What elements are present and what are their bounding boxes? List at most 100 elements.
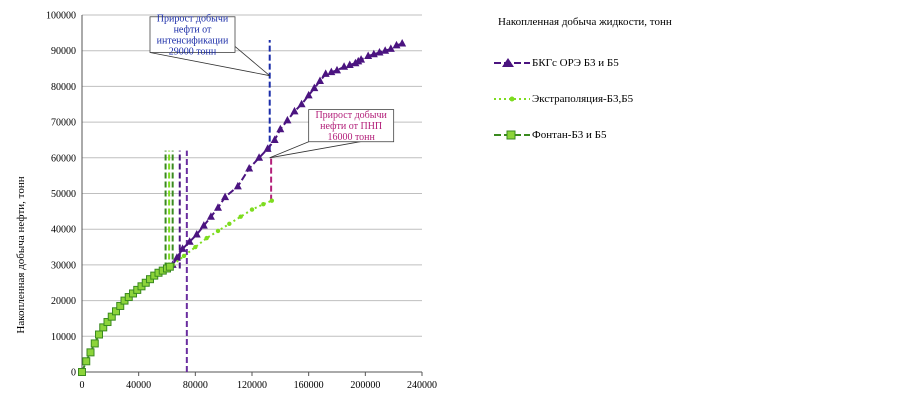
data-point: [269, 198, 275, 203]
data-point: [165, 262, 174, 271]
x-tick-label: 40000: [126, 380, 151, 391]
dot-marker-icon: [494, 96, 530, 102]
series-2: [78, 262, 174, 376]
data-point: [185, 237, 194, 245]
data-point: [276, 124, 285, 133]
data-point: [193, 244, 198, 250]
annotation-pointer: [149, 52, 270, 77]
legend-item-bkgs: БКГс ОРЭ Б3 и Б5: [492, 54, 892, 72]
data-point: [78, 368, 86, 376]
vertical-marker-lines: [164, 39, 273, 372]
series-line: [172, 199, 273, 266]
data-point: [112, 307, 120, 316]
data-point: [86, 348, 95, 357]
x-tick-label: 0: [80, 380, 85, 391]
annotation-text: Прирост добычи: [157, 14, 229, 25]
data-point: [270, 135, 279, 143]
data-point: [386, 44, 395, 52]
data-point: [107, 312, 116, 321]
data-point: [181, 253, 187, 259]
x-tick-label: 240000: [407, 380, 437, 391]
y-tick-label: 20000: [51, 296, 76, 307]
data-point: [215, 228, 221, 234]
y-tick-label: 80000: [51, 82, 76, 93]
y-tick-label: 50000: [51, 189, 76, 200]
annotation-text: 16000 тонн: [327, 132, 375, 143]
y-tick-label: 90000: [51, 46, 76, 57]
data-point: [263, 144, 272, 152]
data-point: [290, 106, 299, 115]
data-point: [99, 323, 108, 332]
legend-item-fontan: Фонтан-Б3 и Б5: [492, 126, 892, 144]
annotation-box: [308, 109, 395, 143]
annotation-pointer: [234, 46, 270, 76]
x-tick-label: 80000: [183, 380, 208, 391]
series-line: [81, 265, 171, 373]
annotation-text: Прирост добычи: [315, 110, 387, 121]
y-tick-labels: 0 10000 20000 30000 40000 50000 60000 70000 8000…: [46, 11, 76, 379]
data-point: [221, 192, 230, 201]
triangle-marker-icon: [494, 58, 530, 67]
series-0: [168, 39, 407, 268]
legend: Накопленная добыча жидкости, тонн БКГс О…: [492, 12, 892, 144]
data-point: [95, 330, 103, 339]
y-tick-label: 30000: [51, 260, 76, 271]
data-point: [357, 55, 366, 63]
data-point: [82, 357, 91, 366]
grid: [82, 14, 422, 337]
data-point: [297, 99, 306, 108]
annotation-text: интенсификации: [157, 36, 229, 47]
data-point: [227, 221, 232, 227]
x-tick-labels: 0 40000 80000 120000 160000 200000 240000: [80, 372, 437, 391]
annotation-pointer: [269, 141, 309, 159]
y-tick-label: 60000: [51, 153, 76, 164]
legend-label: БКГс ОРЭ Б3 и Б5: [532, 57, 619, 69]
data-point: [192, 230, 201, 238]
y-tick-label: 40000: [51, 225, 76, 236]
legend-label: Экстраполяция-Б3,Б5: [532, 93, 634, 105]
y-tick-label: 0: [71, 368, 76, 379]
data-point: [178, 244, 187, 252]
data-point: [116, 301, 125, 310]
x-tick-label: 160000: [294, 380, 324, 391]
series-line: [171, 42, 403, 266]
data-point: [310, 83, 319, 92]
y-tick-label: 70000: [51, 118, 76, 129]
data-point: [233, 181, 242, 190]
data-point: [283, 115, 292, 124]
data-point: [398, 39, 407, 47]
data-point: [206, 212, 215, 220]
legend-title: Накопленная добыча жидкости, тонн: [498, 16, 672, 28]
data-point: [316, 76, 324, 85]
x-tick-label: 120000: [237, 380, 267, 391]
annotation-text: нефти от: [174, 25, 212, 36]
annotation-text: 29000 тонн: [169, 47, 217, 58]
data-point: [304, 90, 313, 99]
square-marker-icon: [494, 130, 530, 140]
data-point: [333, 65, 341, 74]
data-point: [90, 339, 99, 348]
series: [78, 39, 407, 376]
data-point: [172, 253, 181, 261]
data-point: [214, 203, 222, 211]
y-tick-label: 100000: [46, 11, 76, 22]
data-point: [238, 214, 243, 219]
legend-item-extrapolation: Экстраполяция-Б3,Б5: [492, 90, 892, 108]
data-point: [255, 153, 264, 161]
data-point: [103, 318, 112, 327]
y-axis-label: Накопленная добыча нефти, тонн: [15, 176, 27, 333]
y-tick-label: 10000: [51, 332, 76, 343]
annotation-box: [149, 16, 236, 53]
data-point: [245, 164, 254, 172]
x-tick-label: 200000: [350, 380, 380, 391]
data-point: [204, 235, 209, 241]
data-point: [249, 207, 255, 212]
data-point: [261, 202, 266, 207]
annotation-text: нефти от ПНП: [320, 121, 382, 132]
data-point: [199, 221, 208, 229]
legend-label: Фонтан-Б3 и Б5: [532, 129, 607, 141]
